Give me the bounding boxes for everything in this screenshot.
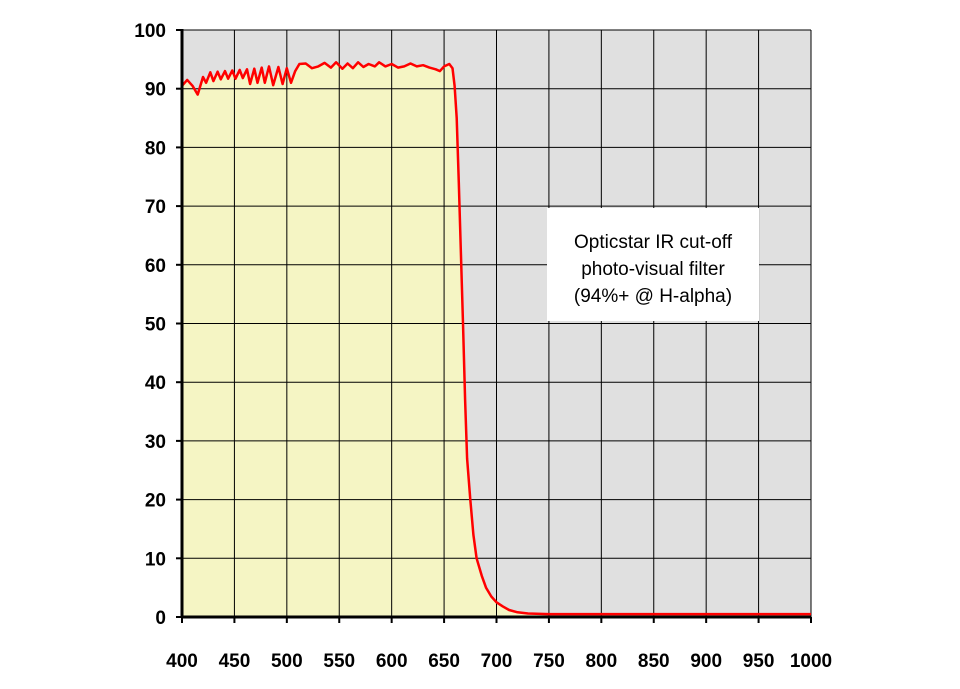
y-tick-label: 80: [145, 138, 166, 159]
x-tick-label: 950: [743, 651, 775, 672]
x-tick-label: 600: [376, 651, 408, 672]
y-tick-label: 30: [145, 432, 166, 453]
x-tick-label: 550: [323, 651, 355, 672]
y-tick-label: 0: [155, 608, 166, 629]
x-tick-label: 500: [271, 651, 303, 672]
y-tick-label: 20: [145, 491, 166, 512]
x-tick-label: 450: [219, 651, 251, 672]
x-tick-label: 700: [481, 651, 513, 672]
x-tick-label: 400: [166, 651, 198, 672]
x-tick-label: 850: [638, 651, 670, 672]
annotation-line-2: photo-visual filter: [581, 259, 725, 280]
annotation-line-1: Opticstar IR cut-off: [574, 232, 733, 253]
y-tick-label: 100: [134, 21, 166, 42]
y-tick-label: 10: [145, 549, 166, 570]
axes: [176, 29, 812, 623]
y-tick-labels: 0 10 20 30 40 50 60 70 80 90 100: [134, 21, 166, 629]
y-tick-label: 60: [145, 256, 166, 277]
x-tick-label: 800: [585, 651, 617, 672]
transmission-line: [181, 61, 811, 616]
y-tick-label: 50: [145, 315, 166, 336]
y-tick-label: 40: [145, 373, 166, 394]
x-tick-label: 750: [533, 651, 565, 672]
x-tick-label: 1000: [790, 651, 832, 672]
annotation-box: Opticstar IR cut-off photo-visual filter…: [547, 208, 759, 321]
x-tick-label: 650: [428, 651, 460, 672]
y-tick-label: 90: [145, 80, 166, 101]
x-tick-labels: 400 450 500 550 600 650 700 750 800 850 900 950 1000: [166, 651, 832, 672]
x-tick-label: 900: [690, 651, 722, 672]
y-tick-label: 70: [145, 197, 166, 218]
annotation-line-3: (94%+ @ H-alpha): [574, 286, 732, 307]
annotation-background: [547, 208, 759, 321]
